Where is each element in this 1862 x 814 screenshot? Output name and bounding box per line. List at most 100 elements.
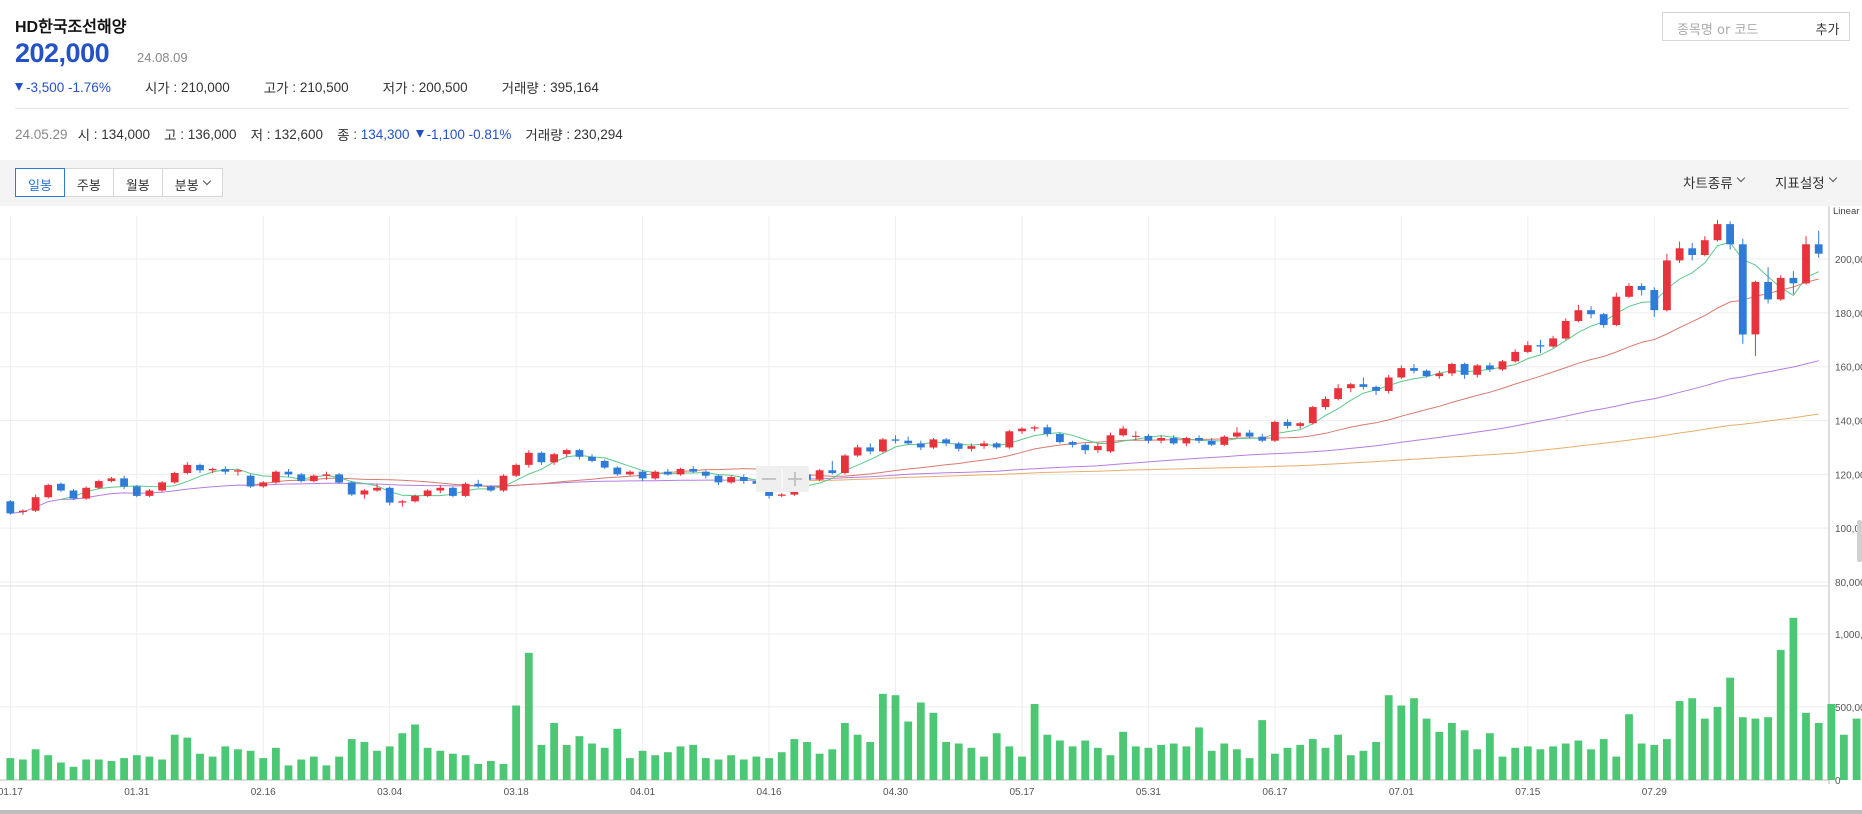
volume-bar: [1738, 717, 1747, 780]
volume-bar: [19, 759, 27, 780]
volume-bar: [1587, 749, 1595, 780]
volume-bar: [537, 744, 546, 780]
y-tick-label: 180,000: [1835, 309, 1862, 320]
candle-body: [183, 464, 192, 473]
volume-bar: [1675, 701, 1684, 780]
volume-bar: [335, 756, 343, 780]
candle-body: [841, 455, 849, 473]
candle-body: [1334, 388, 1342, 399]
scroll-handle[interactable]: [1857, 520, 1862, 562]
volume-bar: [1764, 717, 1772, 780]
candle-body: [1536, 345, 1545, 347]
candle-body: [1726, 224, 1734, 245]
volume-bar: [347, 739, 356, 780]
candle-body: [322, 474, 331, 476]
volume-bar: [777, 752, 786, 780]
chart-type-dropdown[interactable]: 차트종류: [1683, 172, 1745, 192]
candle-body: [1549, 338, 1557, 347]
candle-body: [385, 487, 394, 503]
volume-bar: [1599, 739, 1608, 780]
volume-bar: [1372, 742, 1380, 780]
volume-bar: [815, 753, 824, 780]
candle-body: [613, 467, 622, 475]
candle-body: [1321, 399, 1330, 408]
bottom-scrollbar[interactable]: [0, 810, 1862, 814]
volume-bar: [1840, 734, 1848, 780]
volume-bar: [891, 695, 900, 780]
candle-body: [1486, 365, 1494, 370]
candle-body: [904, 440, 913, 444]
volume-bar: [929, 712, 938, 780]
candle-body: [1663, 260, 1671, 311]
volume-bar: [1283, 747, 1292, 780]
candle-body: [853, 447, 862, 456]
volume-bar: [1650, 744, 1659, 780]
open-label: 시가: [144, 81, 170, 96]
candle-body: [777, 494, 786, 496]
candle-body: [929, 439, 938, 448]
x-tick-label: 04.30: [883, 787, 908, 798]
volume-bar: [69, 766, 78, 780]
volume-bar: [992, 733, 1001, 780]
candle-body: [524, 452, 533, 465]
candle-body: [562, 450, 571, 455]
hover-high: 136,000: [187, 126, 237, 142]
volume-bar: [1688, 698, 1697, 780]
period-day-button[interactable]: 일봉: [15, 168, 65, 197]
volume-bar: [1296, 744, 1305, 780]
candle-body: [347, 482, 356, 495]
volume-bar: [1498, 756, 1507, 780]
candle-body: [1308, 407, 1317, 424]
volume-bar: [1005, 746, 1014, 780]
candle-body: [1650, 290, 1659, 311]
candle-body: [234, 470, 242, 472]
candle-body: [373, 487, 381, 491]
volume-bar: [1486, 733, 1494, 780]
volume-bar: [1726, 677, 1734, 780]
y-tick-label: 80,000: [1835, 578, 1862, 589]
candle-body: [638, 471, 647, 479]
stock-search-input[interactable]: 종목명 or 코드: [1662, 12, 1807, 41]
volume-bar: [1043, 734, 1052, 780]
candle-body: [1068, 442, 1077, 445]
volume-bar: [1233, 749, 1241, 780]
ma5-line: [60, 241, 1819, 500]
volume-bar: [1384, 695, 1393, 780]
period-minute-label: 분봉: [174, 179, 199, 194]
candle-body: [1346, 384, 1355, 389]
volume-bar: [1195, 727, 1203, 780]
candle-body: [1802, 244, 1810, 284]
candle-body: [44, 485, 53, 498]
candlestick-chart[interactable]: 80,000 100,000 120,000 140,000 160,000 180,00…: [0, 206, 1862, 810]
period-month-button[interactable]: 월봉: [112, 168, 163, 197]
volume-bar: [1182, 746, 1191, 780]
volume-bar: [664, 752, 672, 780]
add-stock-button[interactable]: 추가: [1806, 12, 1850, 41]
volume-bar: [904, 721, 913, 780]
candle-body: [1460, 364, 1469, 375]
candle-body: [82, 487, 91, 499]
volume-bar: [853, 734, 862, 780]
period-minute-button[interactable]: 분봉: [161, 168, 223, 197]
candle-body: [69, 490, 78, 499]
volume-label: 거래량: [501, 81, 539, 96]
candle-body: [107, 478, 116, 482]
volume-bar: [1106, 755, 1115, 780]
volume-bar: [1827, 704, 1836, 780]
candle-body: [1005, 431, 1014, 448]
candle-body: [1220, 436, 1229, 445]
indicator-settings-dropdown[interactable]: 지표설정: [1775, 172, 1837, 192]
indicator-label: 지표설정: [1775, 176, 1825, 192]
hover-low: 132,600: [274, 126, 324, 142]
candle-body: [1359, 384, 1368, 387]
period-week-button[interactable]: 주봉: [63, 168, 114, 197]
candle-body: [158, 482, 166, 491]
volume-bar: [411, 724, 419, 780]
candle-body: [512, 464, 520, 476]
volume-bar: [259, 758, 268, 780]
volume-bar: [1536, 749, 1545, 780]
candle-body: [1296, 423, 1305, 426]
volume-bar: [158, 759, 166, 780]
candle-body: [626, 471, 634, 475]
high-label: 고가: [263, 81, 289, 96]
